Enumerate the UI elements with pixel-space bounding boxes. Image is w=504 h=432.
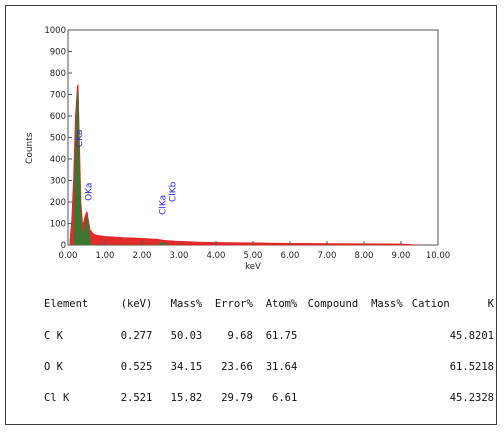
header-element: Element: [44, 298, 89, 310]
y-tick-label: 800: [50, 69, 66, 79]
cell-k: 61.5218: [449, 360, 494, 373]
peak-label: ClKa: [158, 195, 168, 215]
table-row: C K 0.277 50.03 9.68 61.75 45.8201: [34, 320, 496, 351]
header-k: K: [487, 298, 494, 310]
plot-area-border: [67, 29, 439, 246]
y-tick-label: 300: [50, 177, 66, 187]
y-tick-label: 500: [50, 134, 66, 144]
cell-compound: [297, 351, 358, 382]
header-cation: Cation: [411, 298, 450, 310]
y-tick-label: 400: [50, 155, 66, 165]
cell-element: Cl K: [44, 391, 70, 404]
cell-mass: 34.15: [170, 360, 203, 373]
peak-label: ClKb: [169, 181, 179, 202]
cell-mass: 15.82: [170, 391, 203, 404]
cell-atom: 31.64: [265, 360, 298, 373]
x-tick-label: 9.00: [392, 251, 411, 261]
x-tick-label: 10.00: [426, 251, 450, 261]
cell-compound-mass: [358, 382, 403, 413]
cell-cation: [403, 320, 450, 351]
x-tick-label: 2.00: [133, 251, 152, 261]
header-error: Error%: [214, 298, 253, 310]
eds-spectrum-chart: 0 100 200 300 400 500 600 700 800 900 1000 0.00 1.00…: [25, 26, 450, 272]
header-compound: Compound: [307, 298, 359, 310]
cell-compound-mass: [358, 320, 403, 351]
y-tick-label: 200: [50, 198, 66, 208]
cell-compound-mass: [358, 351, 403, 382]
y-tick-label: 100: [50, 220, 66, 230]
cell-atom: 6.61: [272, 391, 298, 404]
cell-kev: 0.277: [120, 329, 153, 342]
x-tick-label: 1.00: [96, 251, 115, 261]
x-axis-label: keV: [245, 262, 261, 272]
table-header-row: Element (keV) Mass% Error% Atom% Compoun…: [34, 288, 496, 320]
peak-label: CKa: [75, 130, 85, 148]
cell-cation: [403, 382, 450, 413]
cell-error: 9.68: [227, 329, 253, 342]
header-kev: (keV): [120, 298, 153, 310]
cell-atom: 61.75: [265, 329, 298, 342]
x-tick-label: 3.00: [170, 251, 189, 261]
cell-k: 45.2328: [449, 391, 494, 404]
cell-element: O K: [44, 360, 63, 373]
cell-k: 45.8201: [449, 329, 494, 342]
cell-compound: [297, 382, 358, 413]
cell-element: C K: [44, 329, 63, 342]
spectrum-series-1: [73, 90, 169, 246]
spectrum-series-0: [69, 83, 420, 246]
x-tick-label: 5.00: [244, 251, 263, 261]
x-tick-label: 6.00: [281, 251, 300, 261]
y-tick-label: 1000: [44, 26, 66, 36]
y-tick-label: 600: [50, 112, 66, 122]
header-mass: Mass%: [170, 298, 203, 310]
cell-error: 23.66: [221, 360, 253, 373]
y-tick-label: 0: [61, 241, 66, 251]
y-tick-label: 700: [50, 91, 66, 101]
cell-mass: 50.03: [170, 329, 203, 342]
x-tick-label: 7.00: [318, 251, 337, 261]
y-axis-label: Counts: [25, 132, 35, 164]
quantification-table: Element (keV) Mass% Error% Atom% Compoun…: [34, 288, 496, 413]
x-tick-label: 0.00: [59, 251, 78, 261]
cell-error: 29.79: [221, 391, 253, 404]
header-compound-mass: Mass%: [371, 298, 403, 310]
cell-kev: 0.525: [120, 360, 153, 373]
x-tick-label: 4.00: [207, 251, 226, 261]
table-row: O K 0.525 34.15 23.66 31.64 61.5218: [34, 351, 496, 382]
header-atom: Atom%: [265, 298, 298, 310]
cell-cation: [403, 351, 450, 382]
y-tick-label: 900: [50, 48, 66, 58]
x-tick-label: 8.00: [355, 251, 374, 261]
eds-report-panel: 0 100 200 300 400 500 600 700 800 900 1000 0.00 1.00…: [5, 5, 497, 425]
cell-compound: [297, 320, 358, 351]
cell-kev: 2.521: [120, 391, 153, 404]
table-row: Cl K 2.521 15.82 29.79 6.61 45.2328: [34, 382, 496, 413]
peak-label: OKa: [84, 183, 94, 201]
